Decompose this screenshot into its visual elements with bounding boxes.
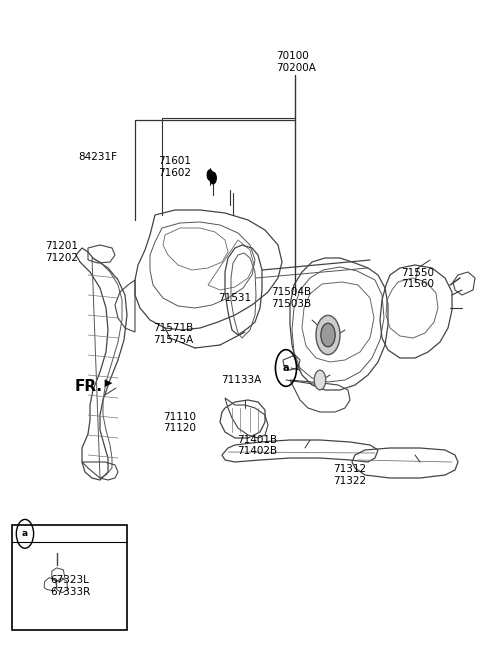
Text: 84231F: 84231F: [79, 152, 118, 162]
Ellipse shape: [321, 323, 335, 346]
Text: 71401B
71402B: 71401B 71402B: [238, 435, 278, 456]
Text: 67323L
67333R: 67323L 67333R: [50, 576, 91, 597]
Text: 71201
71202: 71201 71202: [46, 242, 79, 263]
Ellipse shape: [316, 315, 340, 354]
FancyBboxPatch shape: [12, 525, 127, 630]
Text: a: a: [22, 529, 28, 538]
Ellipse shape: [314, 370, 326, 390]
Text: FR.: FR.: [74, 379, 102, 394]
Text: 71312
71322: 71312 71322: [334, 464, 367, 485]
Text: 71133A: 71133A: [221, 375, 261, 385]
Text: 70100
70200A: 70100 70200A: [276, 52, 316, 73]
Text: 71504B
71503B: 71504B 71503B: [271, 288, 312, 309]
Text: a: a: [283, 363, 289, 373]
Text: 71110
71120: 71110 71120: [163, 412, 196, 433]
Text: 71531: 71531: [218, 293, 252, 303]
Ellipse shape: [207, 170, 213, 180]
Ellipse shape: [210, 172, 216, 184]
Text: 71601
71602: 71601 71602: [158, 157, 192, 178]
Text: 71550
71560: 71550 71560: [401, 268, 434, 289]
Text: 71571B
71575A: 71571B 71575A: [154, 324, 194, 345]
